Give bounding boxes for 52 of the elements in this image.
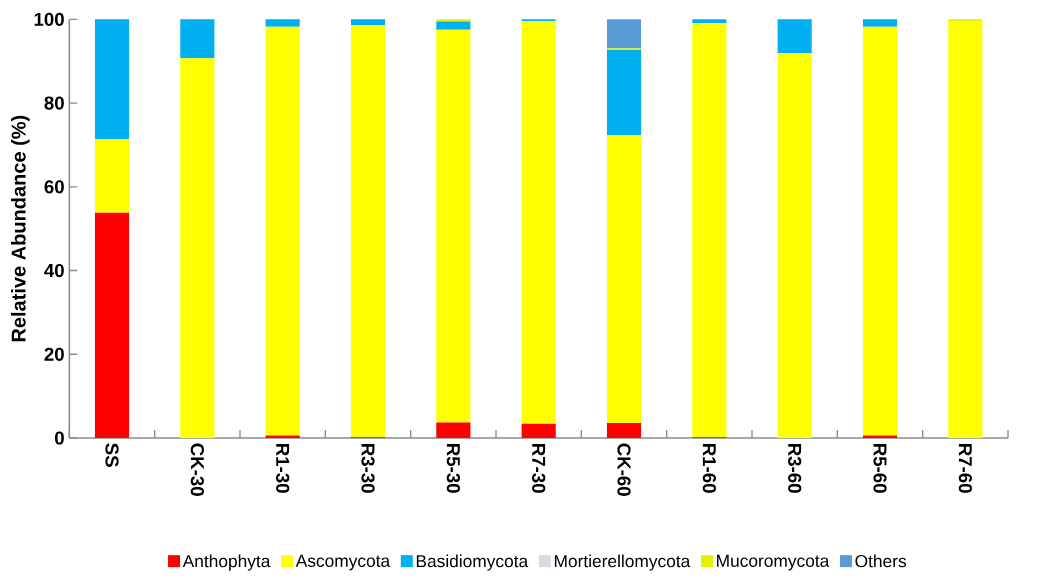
bar: [436, 21, 471, 30]
bar: [350, 25, 386, 438]
bar: [862, 26, 898, 436]
bar: [777, 19, 812, 54]
x-tick-label: R5-30: [446, 443, 460, 493]
bar: [94, 212, 130, 438]
bar: [265, 435, 300, 438]
bar: [436, 19, 471, 22]
x-tick-label: CK-60: [617, 443, 631, 496]
bar: [265, 19, 300, 27]
legend-label: Others: [855, 554, 907, 568]
x-tick-label: R3-30: [361, 443, 375, 493]
bar: [948, 21, 983, 438]
y-tick-label: 0: [54, 431, 64, 445]
x-tick-label: R7-60: [958, 443, 972, 493]
bar: [94, 139, 130, 213]
bar: [521, 423, 556, 438]
y-tick-label: 80: [44, 96, 64, 110]
bar: [350, 19, 386, 26]
x-tick-label: R1-30: [276, 443, 290, 493]
bar: [692, 19, 727, 24]
bar: [777, 53, 812, 438]
x-tick-label: CK-30: [190, 443, 204, 496]
x-tick-label: R5-60: [873, 443, 887, 493]
bar: [606, 422, 642, 438]
x-tick-label: R1-60: [702, 443, 716, 493]
bar: [436, 422, 471, 438]
bar: [692, 23, 727, 438]
bar: [265, 26, 300, 436]
legend-label: Mortierellomycota: [554, 554, 691, 571]
bar: [606, 135, 642, 423]
y-tick-label: 60: [44, 180, 64, 194]
y-tick-label: 40: [44, 263, 64, 278]
bar: [94, 19, 130, 140]
bar: [862, 19, 898, 27]
legend-label: Ascomycota: [295, 554, 391, 571]
bar: [606, 19, 642, 49]
x-tick-label: R7-30: [532, 443, 546, 493]
x-tick-label: R3-60: [788, 443, 802, 493]
y-axis-title: Relative Abundance (%): [11, 115, 30, 342]
legend-label: Basidiomycota: [416, 554, 529, 571]
y-tick-label: 100: [34, 12, 64, 26]
bar: [180, 19, 215, 59]
x-tick-label: SS: [105, 443, 119, 467]
bar: [436, 29, 471, 423]
y-tick-label: 20: [44, 347, 64, 361]
legend-label: Mucoromycota: [717, 554, 830, 571]
legend-label: Anthophyta: [182, 554, 271, 571]
bar: [862, 435, 898, 438]
bar: [180, 58, 215, 438]
bar: [521, 21, 556, 424]
bar: [606, 49, 642, 136]
